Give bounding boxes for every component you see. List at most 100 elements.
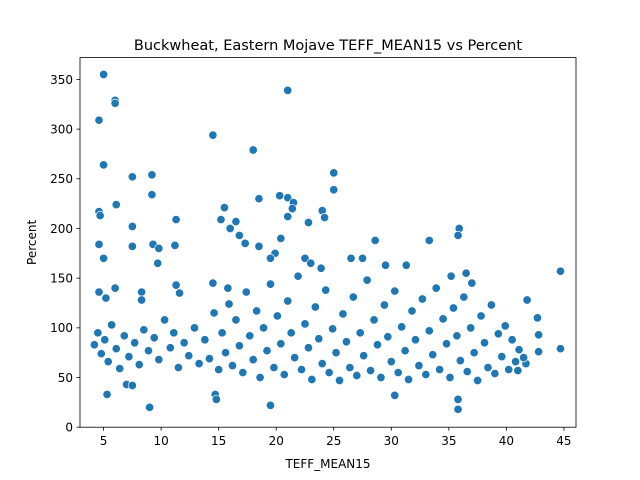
data-point bbox=[355, 328, 365, 338]
data-point bbox=[241, 287, 251, 297]
data-point bbox=[317, 359, 327, 369]
data-point bbox=[476, 311, 486, 321]
data-point bbox=[390, 390, 400, 400]
data-point bbox=[209, 308, 219, 318]
data-point bbox=[307, 374, 317, 385]
data-point bbox=[225, 223, 235, 234]
data-point bbox=[441, 339, 452, 349]
data-point bbox=[467, 278, 477, 288]
data-point bbox=[115, 364, 125, 374]
data-point bbox=[127, 241, 137, 251]
data-point bbox=[279, 369, 289, 380]
y-tick-label: 0 bbox=[65, 421, 73, 435]
data-point bbox=[127, 221, 137, 232]
data-point bbox=[369, 315, 379, 325]
data-point bbox=[254, 194, 264, 204]
data-point bbox=[174, 288, 185, 298]
data-point bbox=[383, 332, 393, 342]
data-point bbox=[173, 363, 183, 373]
data-point bbox=[497, 352, 507, 362]
data-point bbox=[137, 295, 147, 305]
data-point bbox=[238, 368, 248, 378]
data-point bbox=[303, 217, 313, 228]
data-point bbox=[99, 253, 109, 263]
data-point bbox=[276, 339, 286, 349]
data-point bbox=[331, 348, 341, 358]
data-point bbox=[269, 363, 279, 373]
data-point bbox=[397, 322, 407, 332]
data-point bbox=[139, 325, 149, 335]
data-point bbox=[200, 335, 210, 345]
data-point bbox=[265, 279, 276, 289]
x-tick-label: 45 bbox=[556, 434, 571, 448]
data-point bbox=[393, 368, 403, 378]
data-point bbox=[290, 353, 300, 363]
data-point bbox=[147, 170, 157, 180]
data-point bbox=[179, 338, 189, 348]
data-point bbox=[522, 295, 532, 305]
y-axis-label: Percent bbox=[25, 220, 39, 265]
data-point bbox=[357, 253, 368, 263]
data-point bbox=[265, 400, 276, 410]
data-point bbox=[414, 361, 424, 371]
data-point bbox=[130, 338, 140, 348]
data-point bbox=[96, 349, 106, 359]
data-point bbox=[214, 365, 224, 375]
data-point bbox=[386, 357, 396, 367]
data-point bbox=[479, 338, 490, 348]
data-point bbox=[461, 268, 471, 278]
data-point bbox=[310, 302, 320, 312]
data-point bbox=[276, 233, 286, 243]
data-point bbox=[171, 214, 181, 225]
data-point bbox=[110, 283, 120, 293]
data-point bbox=[262, 346, 272, 356]
data-point bbox=[486, 300, 496, 310]
data-point bbox=[171, 280, 181, 290]
data-point bbox=[252, 306, 262, 316]
data-point bbox=[169, 328, 179, 338]
data-point bbox=[216, 214, 226, 225]
data-point bbox=[119, 331, 129, 341]
x-tick-label: 20 bbox=[269, 434, 284, 448]
data-point bbox=[316, 263, 326, 273]
data-point bbox=[153, 258, 163, 268]
data-point bbox=[453, 404, 463, 414]
x-tick-label: 5 bbox=[100, 434, 108, 448]
data-point bbox=[314, 334, 324, 344]
data-point bbox=[223, 283, 233, 293]
data-point bbox=[219, 203, 229, 213]
data-point bbox=[287, 204, 297, 214]
data-point bbox=[300, 253, 310, 263]
x-axis-ticks: 5 10 15 20 25 30 35 40 45 bbox=[100, 427, 572, 448]
data-point bbox=[401, 260, 411, 270]
data-point bbox=[500, 321, 510, 331]
data-point bbox=[208, 130, 218, 140]
data-point bbox=[300, 319, 310, 329]
x-axis-label: TEFF_MEAN15 bbox=[284, 457, 370, 471]
data-point bbox=[208, 278, 218, 288]
data-point bbox=[348, 292, 358, 302]
chart-title: Buckwheat, Eastern Mojave TEFF_MEAN15 vs… bbox=[134, 38, 522, 54]
y-tick-label: 200 bbox=[50, 222, 73, 236]
y-tick-label: 350 bbox=[50, 73, 73, 87]
data-point bbox=[127, 172, 137, 182]
data-point bbox=[493, 329, 503, 339]
data-point bbox=[149, 333, 159, 343]
data-point bbox=[469, 348, 479, 358]
data-point bbox=[362, 275, 372, 285]
data-point bbox=[102, 389, 112, 399]
data-point bbox=[248, 145, 258, 155]
data-point bbox=[376, 372, 386, 383]
data-point bbox=[379, 300, 389, 310]
data-point bbox=[431, 283, 441, 293]
data-point bbox=[154, 243, 164, 253]
x-tick-label: 15 bbox=[211, 434, 226, 448]
data-point bbox=[204, 354, 215, 364]
data-point bbox=[352, 370, 362, 381]
y-tick-label: 50 bbox=[58, 371, 73, 385]
data-point bbox=[231, 315, 241, 325]
data-point bbox=[466, 323, 476, 333]
data-point bbox=[338, 309, 348, 319]
data-point bbox=[99, 69, 109, 80]
data-point bbox=[154, 355, 164, 365]
